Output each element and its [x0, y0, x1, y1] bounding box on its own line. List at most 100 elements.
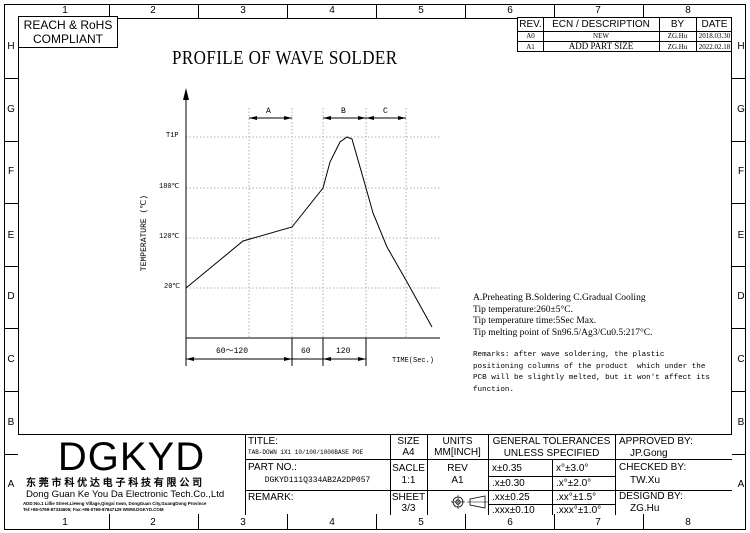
row-letter: F	[737, 166, 745, 177]
process-notes: A.Preheating B.Soldering C.Gradual Cooli…	[473, 293, 652, 339]
tolerance-title: GENERAL TOLERANCES	[492, 436, 611, 447]
row-letter: A	[737, 479, 745, 490]
column-number: 3	[240, 5, 246, 16]
part-no-label: PART NO.:	[248, 462, 297, 473]
row-letter: B	[737, 417, 745, 428]
tolerance-linear-2: .xx±0.25	[492, 492, 530, 503]
drawing-title: PROFILE OF WAVE SOLDER	[172, 47, 398, 69]
column-divider	[376, 514, 377, 530]
zone-a-label: A	[266, 107, 271, 116]
title-block: DGKYD 东 莞 市 科 优 达 电 子 科 技 有 限 公 司 Dong G…	[18, 434, 732, 516]
duration-ramp: 60	[301, 347, 311, 356]
column-number: 7	[595, 517, 601, 528]
scale-value: 1:1	[401, 475, 416, 486]
row-letter: E	[7, 230, 15, 241]
part-no-value: DGKYD111Q334AB2A2DP057	[264, 476, 371, 485]
row-letter: D	[737, 291, 745, 302]
row-divider	[4, 203, 18, 205]
company-logo: DGKYD	[57, 435, 206, 479]
remark-line: PCB will be slightly melted, but it won'…	[473, 374, 710, 382]
row-divider	[4, 453, 18, 455]
row-divider	[4, 391, 18, 392]
row-letter: G	[7, 104, 15, 115]
row-divider	[732, 453, 746, 455]
column-divider	[109, 514, 110, 530]
rev-date-a1: 2022.02.18	[698, 43, 731, 51]
column-number: 4	[329, 517, 335, 528]
column-divider	[287, 4, 288, 18]
third-angle-projection-icon	[451, 495, 488, 509]
scale-label: SACLE	[392, 463, 425, 474]
tolerance-angle-3: .xxx°±1.0°	[556, 505, 602, 516]
note-line: Tip melting point of Sn96.5/Ag3/Cu0.5:21…	[473, 327, 653, 338]
row-divider	[732, 265, 746, 267]
note-line: Tip temperature:260±5°C.	[473, 304, 573, 315]
row-divider	[4, 265, 18, 267]
column-number: 6	[507, 517, 513, 528]
zone-c-label: C	[383, 107, 388, 116]
tolerance-angle-2: .xx°±1.5°	[556, 492, 597, 503]
column-number: 6	[507, 5, 513, 16]
sheet-label: SHEET	[391, 492, 426, 503]
company-name-cn: 东 莞 市 科 优 达 电 子 科 技 有 限 公 司	[26, 478, 203, 489]
column-number: 1	[62, 5, 68, 16]
row-letter: F	[7, 166, 15, 177]
size-value: A4	[402, 447, 415, 458]
row-letter: B	[7, 417, 15, 428]
approved-by-label: APPROVED BY:	[619, 436, 693, 447]
x-axis-label: TIME(Sec.)	[392, 357, 435, 365]
row-letter: C	[737, 354, 745, 365]
rev-by-a0: ZG.Hu	[667, 32, 688, 40]
rev-row-a0: A0	[526, 32, 535, 40]
duration-solder: 120	[336, 347, 351, 356]
column-number: 7	[595, 5, 601, 16]
remark-label: REMARK:	[248, 492, 294, 503]
column-divider	[643, 514, 644, 530]
remarks: Remarks: after wave soldering, the plast…	[473, 350, 710, 396]
rev-desc-a1: ADD PART SIZE	[568, 41, 634, 51]
tick-20: 20℃	[164, 283, 181, 291]
remark-line: function.	[473, 385, 515, 394]
column-divider	[554, 4, 555, 18]
row-divider	[732, 140, 746, 142]
company-name-en: Dong Guan Ke You Da Electronic Tech.Co.,…	[26, 489, 225, 500]
arrow-heads	[186, 116, 406, 361]
row-divider	[4, 78, 18, 79]
units-value: MM[INCH]	[434, 447, 481, 458]
by-header: BY	[670, 19, 685, 30]
column-divider	[465, 4, 466, 18]
grid-lines	[186, 108, 440, 338]
column-number: 4	[329, 5, 335, 16]
tick-t1p: T1P	[166, 132, 179, 140]
title-label: TITLE:	[248, 436, 279, 447]
column-number: 8	[685, 517, 691, 528]
approved-by-value: JP.Gong	[630, 448, 668, 459]
tolerance-linear-0: x±0.35	[492, 463, 522, 474]
rev-date-a0: 2018.03.30	[698, 32, 731, 40]
row-divider	[732, 78, 746, 79]
description-header: ECN / DESCRIPTION	[552, 19, 650, 30]
column-divider	[198, 514, 199, 530]
tolerance-linear-3: .xxx±0.10	[492, 505, 535, 516]
outer-border	[4, 4, 746, 530]
size-label: SIZE	[397, 436, 420, 447]
tick-120: 120℃	[159, 233, 180, 241]
column-number: 5	[418, 5, 424, 16]
units-label: UNITS	[442, 436, 473, 447]
column-divider	[287, 514, 288, 530]
row-letter: A	[7, 479, 15, 490]
row-divider	[4, 328, 18, 330]
column-number: 2	[150, 5, 156, 16]
note-line: Tip temperature time:5Sec Max.	[473, 316, 597, 326]
y-axis-arrow	[183, 88, 189, 100]
compliance-badge: REACH & RoHS COMPLIANT	[18, 16, 118, 48]
column-divider	[376, 4, 377, 18]
y-axis-label: TEMPERATURE (℃)	[140, 194, 149, 272]
remark-line: positioning columns of the product which…	[473, 362, 706, 371]
title-value: TAB-DOWN 1X1 10/100/1000BASE POE	[248, 449, 364, 456]
zone-arrows	[185, 117, 406, 366]
tolerance-angle-1: .x°±2.0°	[556, 478, 592, 489]
note-line: A.Preheating B.Soldering C.Gradual Cooli…	[473, 293, 646, 303]
rev-value: A1	[451, 475, 464, 486]
column-divider	[465, 514, 466, 530]
